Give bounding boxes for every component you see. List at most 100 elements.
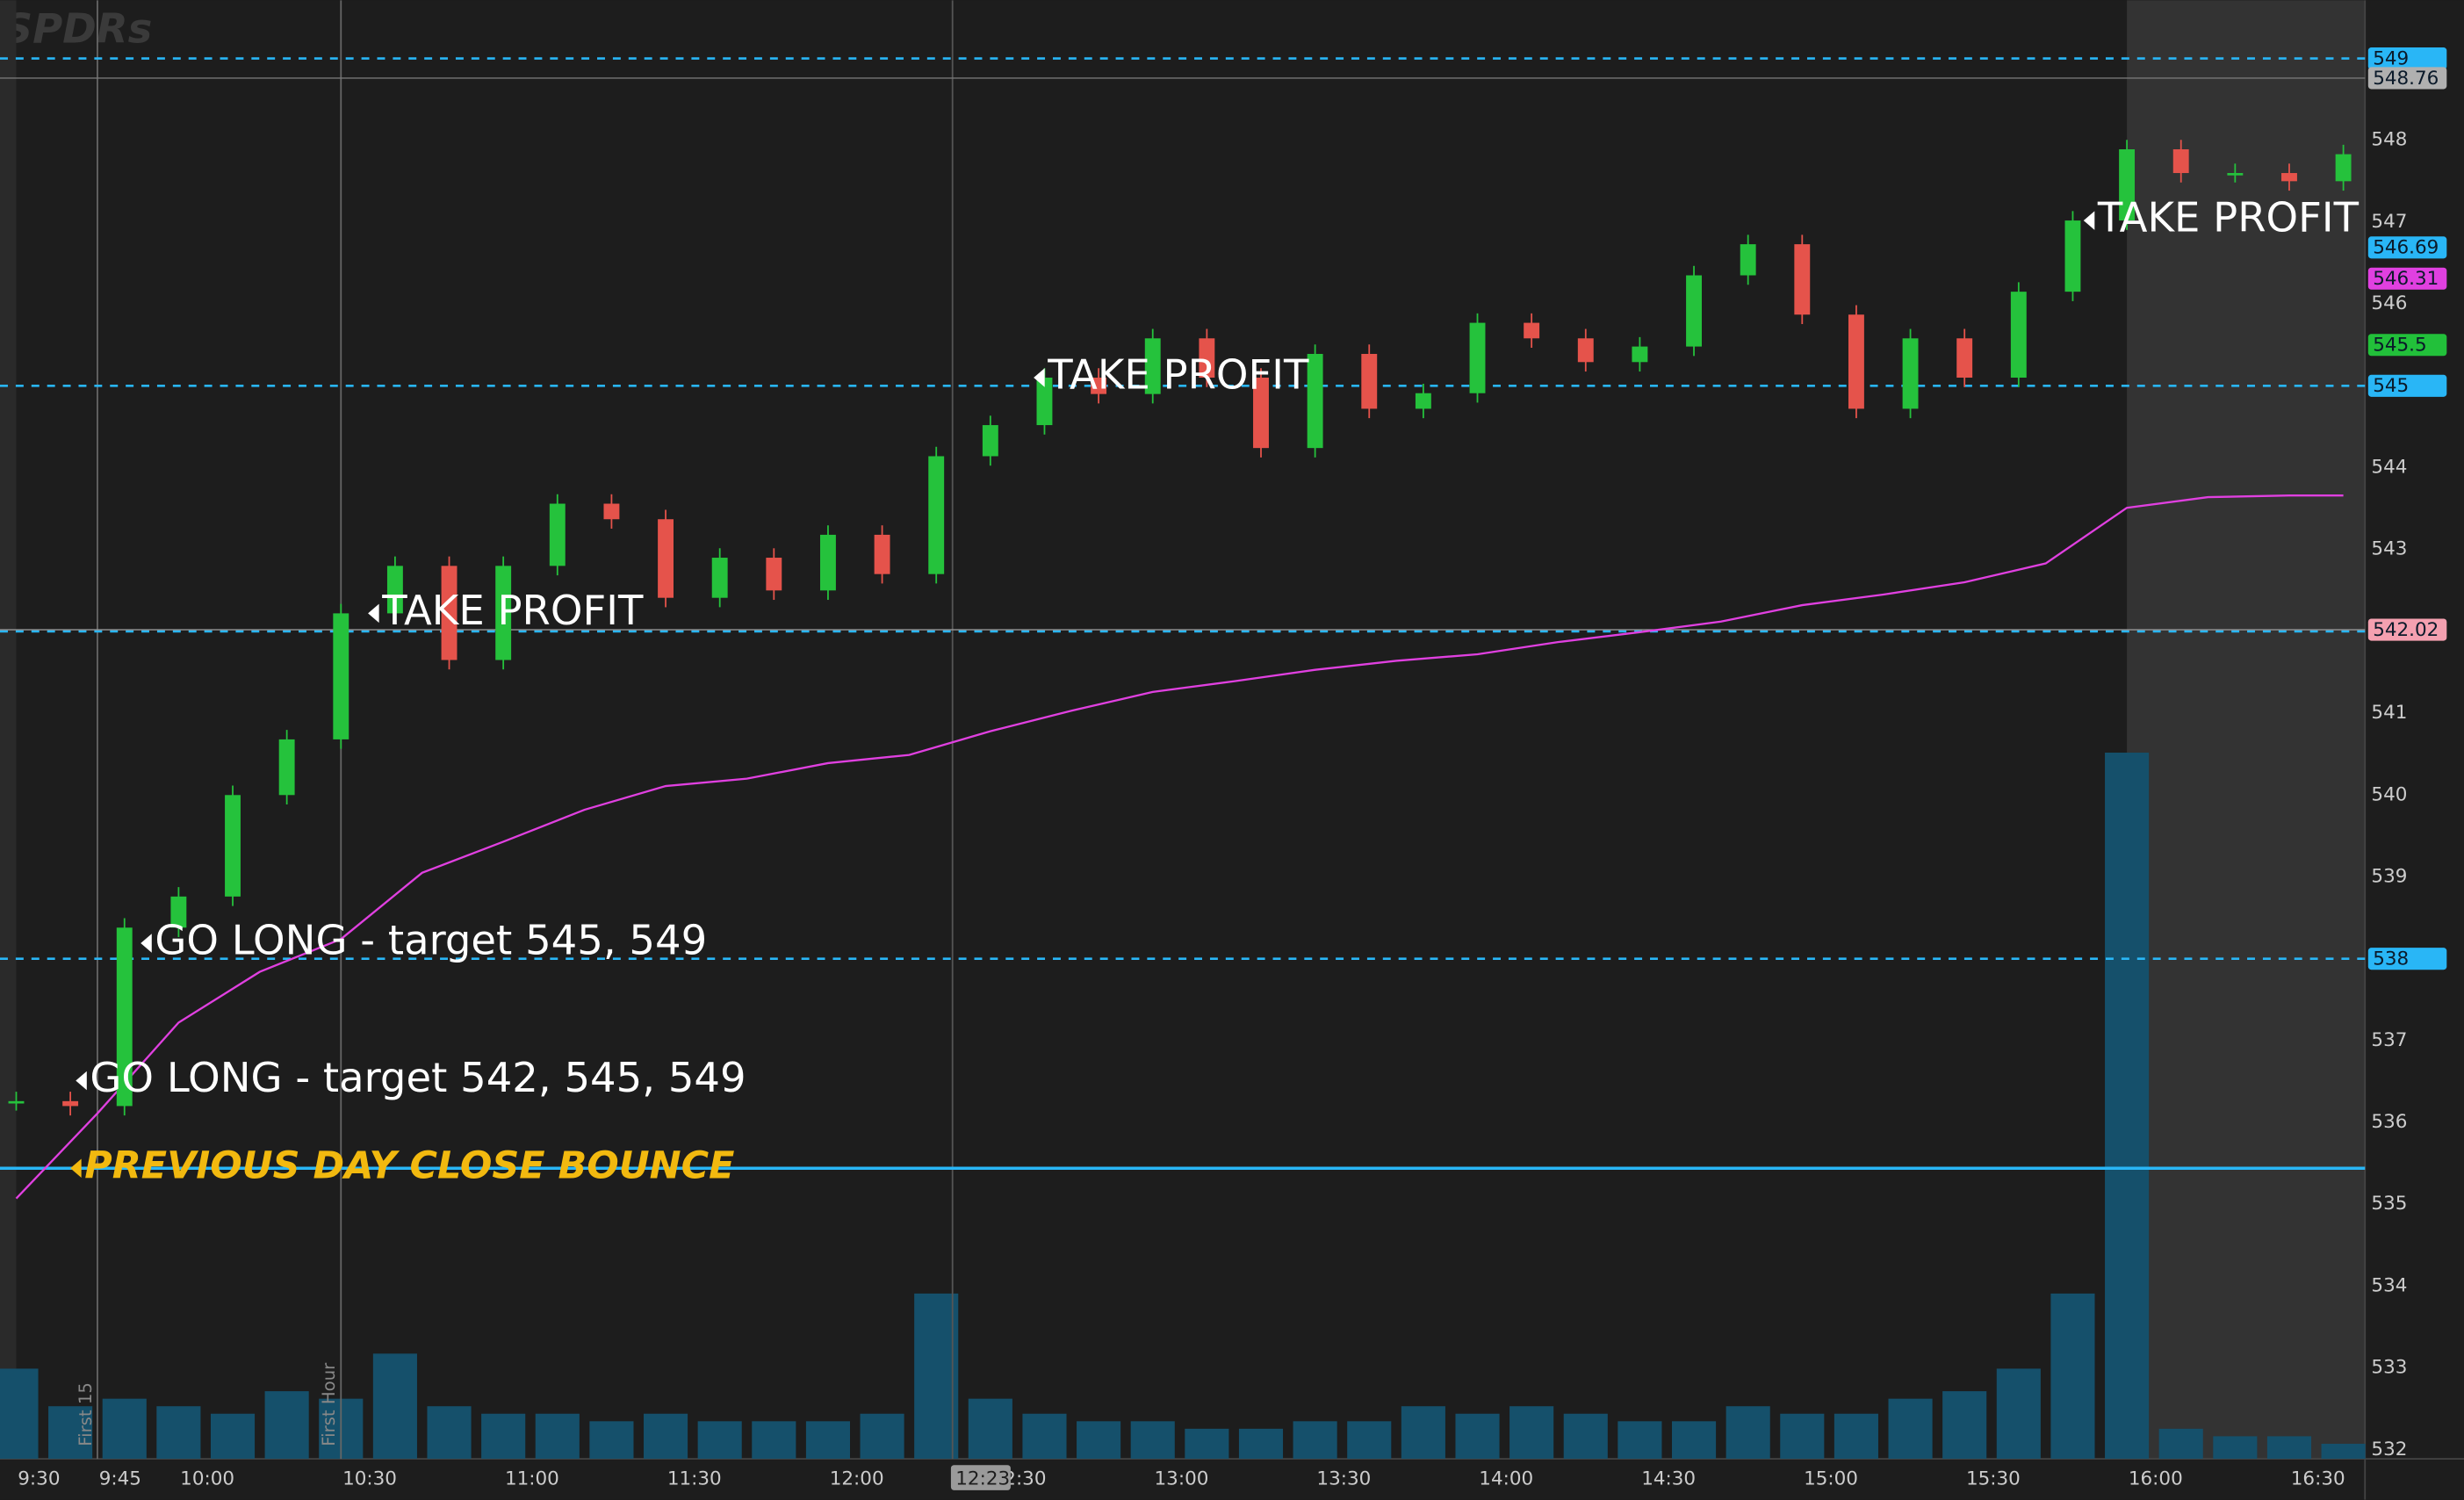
candle [1686,275,1702,347]
candle [1415,393,1431,409]
x-tick-label: 11:00 [505,1468,559,1489]
candle [820,534,836,591]
volume-bar [1671,1421,1717,1460]
y-tick-label: 535 [2371,1193,2407,1215]
annotation-arrow [368,603,379,624]
x-tick-label: 14:30 [1641,1468,1696,1489]
candle [333,613,349,739]
volume-bar [1996,1368,2041,1460]
volume-bar [1455,1413,1500,1460]
annotation: GO LONG - target 542, 545, 549 [90,1054,746,1101]
candle [170,896,187,928]
candle [1848,314,1864,409]
price-tag [2367,236,2447,259]
y-tick-label: 532 [2371,1439,2407,1460]
x-tick-label: 11:30 [667,1468,722,1489]
volume-bar [1347,1421,1392,1460]
candle [1740,244,1756,276]
volume-bar [1022,1413,1067,1460]
volume-bar [1077,1421,1121,1460]
volume-bar [697,1421,742,1460]
volume-bar [1238,1428,1284,1460]
pre-market-shade [0,0,17,1460]
volume-bar [752,1421,796,1460]
volume-bar [1780,1413,1825,1460]
price-tag-label: 542.02 [2373,619,2439,641]
candle [386,566,403,614]
y-tick-label: 534 [2371,1274,2407,1296]
volume-bar [860,1413,904,1460]
candle [1091,378,1107,394]
volume-bar [644,1413,688,1460]
candle [2119,148,2136,221]
annotation: TAKE PROFIT [2097,194,2360,242]
candle [982,425,998,457]
annotation: TAKE PROFIT [381,587,644,634]
annotation-arrow [140,934,152,953]
y-tick-label: 537 [2371,1029,2407,1051]
candle [1902,338,1919,409]
price-tag-label: 549 [2373,47,2409,69]
annotation: TAKE PROFIT [1047,351,1309,399]
volume-bar [1509,1406,1554,1460]
volume-bar [2105,753,2150,1460]
volume-bar [2213,1436,2258,1460]
candle [62,1100,79,1107]
price-tag [2367,67,2447,90]
candle [2172,148,2189,174]
volume-bar [210,1413,256,1460]
volume-bar [914,1293,959,1460]
price-tag-label: 546.69 [2373,237,2439,259]
candle [2335,154,2352,182]
candle [441,566,457,660]
x-tick-label: 9:45 [99,1468,141,1489]
candle [874,534,890,574]
watermark: SPDRs [4,5,153,53]
candle [2010,292,2027,379]
volume-bar [2266,1436,2312,1460]
x-tick-label: 9:30 [18,1468,60,1489]
volume-bar [1185,1428,1229,1460]
y-tick-label: 541 [2371,702,2407,724]
candle [1469,322,1486,393]
candle [278,739,295,796]
candle [1253,378,1269,449]
y-tick-label: 536 [2371,1111,2407,1133]
volume-bar [1942,1391,1987,1460]
x-tick-label: 12:00 [830,1468,884,1489]
candle [928,456,945,574]
session-marker-label: First Hour [319,1362,339,1446]
price-tag [2367,47,2447,70]
volume-bar [1401,1406,1445,1460]
volume-bar [427,1406,472,1460]
volume-bar [102,1398,147,1460]
cursor-tag [950,1465,1011,1490]
x-tick-label: 15:30 [1966,1468,2021,1489]
candle [1632,346,1648,363]
volume-bar [0,1368,39,1460]
annotation-arrow [76,1071,87,1091]
volume-bar [1563,1413,1608,1460]
volume-bar [968,1398,1012,1460]
candle [2227,173,2244,176]
volume-bar [2158,1428,2203,1460]
candle [1144,338,1161,394]
annotation: GO LONG - target 545, 549 [155,916,707,963]
volume-bar [372,1353,417,1460]
annotation-arrow [70,1158,82,1178]
y-tick-label: 548 [2371,129,2407,151]
candle [658,519,674,598]
x-tick-label: 13:00 [1155,1468,1209,1489]
price-tag [2367,374,2447,397]
volume-bar [48,1406,93,1460]
annotation: PREVIOUS DAY CLOSE BOUNCE [84,1144,734,1188]
x-tick-label: 14:00 [1479,1468,1533,1489]
candle [116,927,133,1107]
candle [1956,338,1973,379]
y-tick-label: 547 [2371,211,2407,233]
y-tick-label: 539 [2371,865,2407,887]
volume-bar [1888,1398,1933,1460]
price-tag-label: 545 [2373,375,2409,397]
candle [1199,338,1215,379]
